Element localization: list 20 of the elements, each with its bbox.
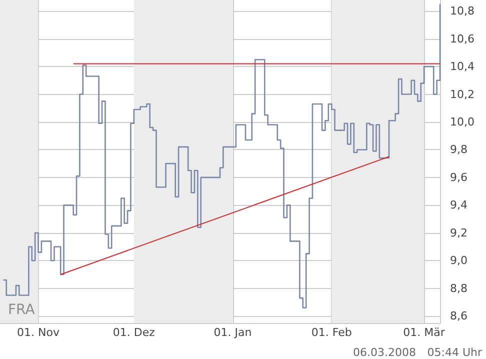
y-tick-label: 9,8	[450, 143, 468, 156]
x-tick-label: 01. Jan	[214, 326, 252, 339]
y-tick-label: 10,4	[450, 60, 474, 74]
y-tick-label: 9,6	[450, 170, 468, 184]
y-tick-label: 9,2	[450, 226, 468, 240]
x-tick-label: 01. Nov	[17, 326, 60, 339]
annotation: FRA	[8, 302, 36, 318]
y-tick-label: 8,8	[450, 282, 468, 295]
text: 06.03.2008	[353, 346, 416, 359]
x-tick-label: 01. Mär	[403, 326, 446, 339]
x-tick-label: 01. Feb	[311, 326, 352, 339]
text: 05:44 Uhr	[427, 346, 482, 359]
x-tick-label: 01. Dez	[112, 326, 156, 339]
y-tick-label: 10,2	[450, 88, 474, 101]
y-tick-label: 10,0	[450, 115, 474, 128]
y-tick-label: 9,4	[450, 198, 468, 212]
y-tick-label: 8,6	[450, 310, 468, 323]
y-tick-label: 10,8	[450, 4, 474, 18]
y-tick-label: 9,0	[450, 254, 468, 268]
y-tick-label: 10,6	[450, 32, 474, 46]
